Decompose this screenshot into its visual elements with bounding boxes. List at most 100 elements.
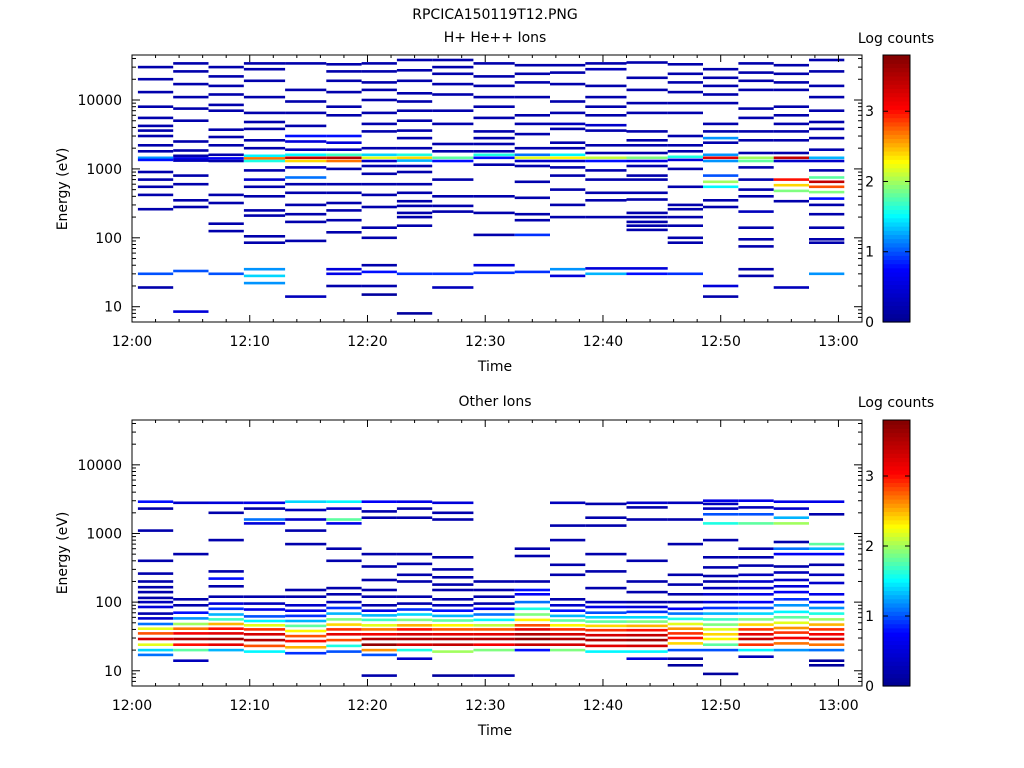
- heatmap-cell: [473, 637, 515, 641]
- heatmap-cell: [473, 116, 515, 120]
- colorbar-swatch: [883, 436, 910, 442]
- heatmap-cell: [809, 70, 845, 73]
- heatmap-cell: [809, 95, 845, 99]
- heatmap-cell: [285, 111, 327, 115]
- heatmap-cell: [809, 226, 845, 229]
- heatmap-cell: [432, 65, 474, 69]
- heatmap-cell: [667, 203, 703, 207]
- heatmap-cell: [326, 79, 362, 83]
- heatmap-cell: [773, 522, 809, 525]
- heatmap-cell: [285, 295, 327, 298]
- heatmap-cell: [703, 205, 739, 209]
- heatmap-cell: [396, 159, 433, 162]
- heatmap-cell: [514, 212, 550, 216]
- heatmap-cell: [396, 500, 433, 503]
- heatmap-cell: [137, 643, 174, 646]
- heatmap-cell: [285, 62, 327, 65]
- heatmap-cell: [361, 595, 397, 598]
- heatmap-cell: [514, 164, 550, 168]
- heatmap-cell: [396, 119, 433, 122]
- heatmap-cell: [626, 156, 668, 160]
- heatmap-cell: [703, 153, 739, 157]
- heatmap-cell: [738, 156, 774, 160]
- colorbar-swatch: [883, 536, 910, 542]
- heatmap-cell: [738, 633, 774, 636]
- heatmap-cell: [773, 571, 809, 574]
- heatmap-cell: [326, 500, 362, 503]
- heatmap-cell: [585, 644, 627, 648]
- heatmap-cell: [585, 215, 627, 219]
- heatmap-cell: [361, 633, 397, 636]
- heatmap-cell: [243, 602, 286, 605]
- heatmap-cell: [173, 107, 209, 110]
- colorbar-swatch: [883, 280, 910, 286]
- colorbar-label: Log counts: [858, 395, 934, 411]
- heatmap-cell: [285, 159, 327, 163]
- heatmap-cell: [738, 245, 774, 248]
- heatmap-cell: [626, 559, 668, 563]
- heatmap-cell: [773, 610, 809, 614]
- heatmap-cell: [173, 637, 209, 641]
- heatmap-cell: [285, 88, 327, 92]
- heatmap-cell: [326, 272, 362, 276]
- colorbar-swatch: [883, 623, 910, 629]
- colorbar-swatch: [883, 503, 910, 508]
- heatmap-cell: [208, 602, 244, 605]
- heatmap-cell: [667, 81, 703, 84]
- heatmap-cell: [703, 648, 739, 652]
- colorbar-swatch: [883, 217, 910, 223]
- heatmap-cell: [396, 618, 433, 622]
- heatmap-cell: [326, 628, 362, 631]
- heatmap-cell: [809, 203, 845, 207]
- heatmap-cell: [809, 156, 845, 160]
- heatmap-cell: [809, 618, 845, 621]
- heatmap-cell: [585, 191, 627, 195]
- heatmap-cell: [703, 295, 739, 298]
- heatmap-cell: [585, 516, 627, 519]
- heatmap-cell: [361, 146, 397, 150]
- heatmap-cell: [396, 562, 433, 566]
- heatmap-cell: [243, 595, 286, 598]
- heatmap-cell: [361, 510, 397, 513]
- heatmap-cell: [361, 674, 397, 677]
- heatmap-cell: [703, 76, 739, 80]
- heatmap-cell: [137, 170, 174, 174]
- heatmap-cell: [361, 98, 397, 102]
- heatmap-cell: [738, 166, 774, 169]
- heatmap-cell: [285, 629, 327, 633]
- heatmap-cell: [667, 155, 703, 159]
- heatmap-cell: [809, 606, 845, 610]
- heatmap-cell: [809, 169, 845, 172]
- heatmap-cell: [208, 75, 244, 78]
- heatmap-cell: [173, 70, 209, 73]
- heatmap-cell: [550, 573, 586, 577]
- heatmap-cell: [137, 129, 174, 132]
- colorbar-swatch: [883, 486, 910, 492]
- heatmap-cell: [550, 538, 586, 542]
- heatmap-cell: [173, 501, 209, 505]
- heatmap-cell: [667, 518, 703, 521]
- heatmap-cell: [773, 500, 809, 503]
- heatmap-cell: [173, 205, 209, 209]
- colorbar-label: Log counts: [858, 31, 934, 47]
- heatmap-cell: [396, 215, 433, 219]
- heatmap-cell: [208, 637, 244, 641]
- heatmap-cell: [550, 63, 586, 67]
- colorbar-swatch: [883, 88, 910, 94]
- heatmap-cell: [738, 600, 774, 604]
- heatmap-cell: [809, 109, 845, 112]
- heatmap-cell: [703, 174, 739, 177]
- heatmap-cell: [667, 272, 703, 276]
- y-tick-label: 10000: [77, 458, 122, 474]
- heatmap-cell: [585, 267, 627, 270]
- colorbar-swatch: [883, 590, 910, 596]
- heatmap-cell: [667, 144, 703, 147]
- heatmap-cell: [473, 602, 515, 605]
- heatmap-cell: [550, 215, 586, 219]
- heatmap-cell: [243, 146, 286, 150]
- heatmap-cell: [738, 116, 774, 120]
- heatmap-cell: [243, 178, 286, 181]
- heatmap-cell: [208, 627, 244, 630]
- colorbar-swatch: [883, 644, 910, 650]
- heatmap-cell: [243, 159, 286, 163]
